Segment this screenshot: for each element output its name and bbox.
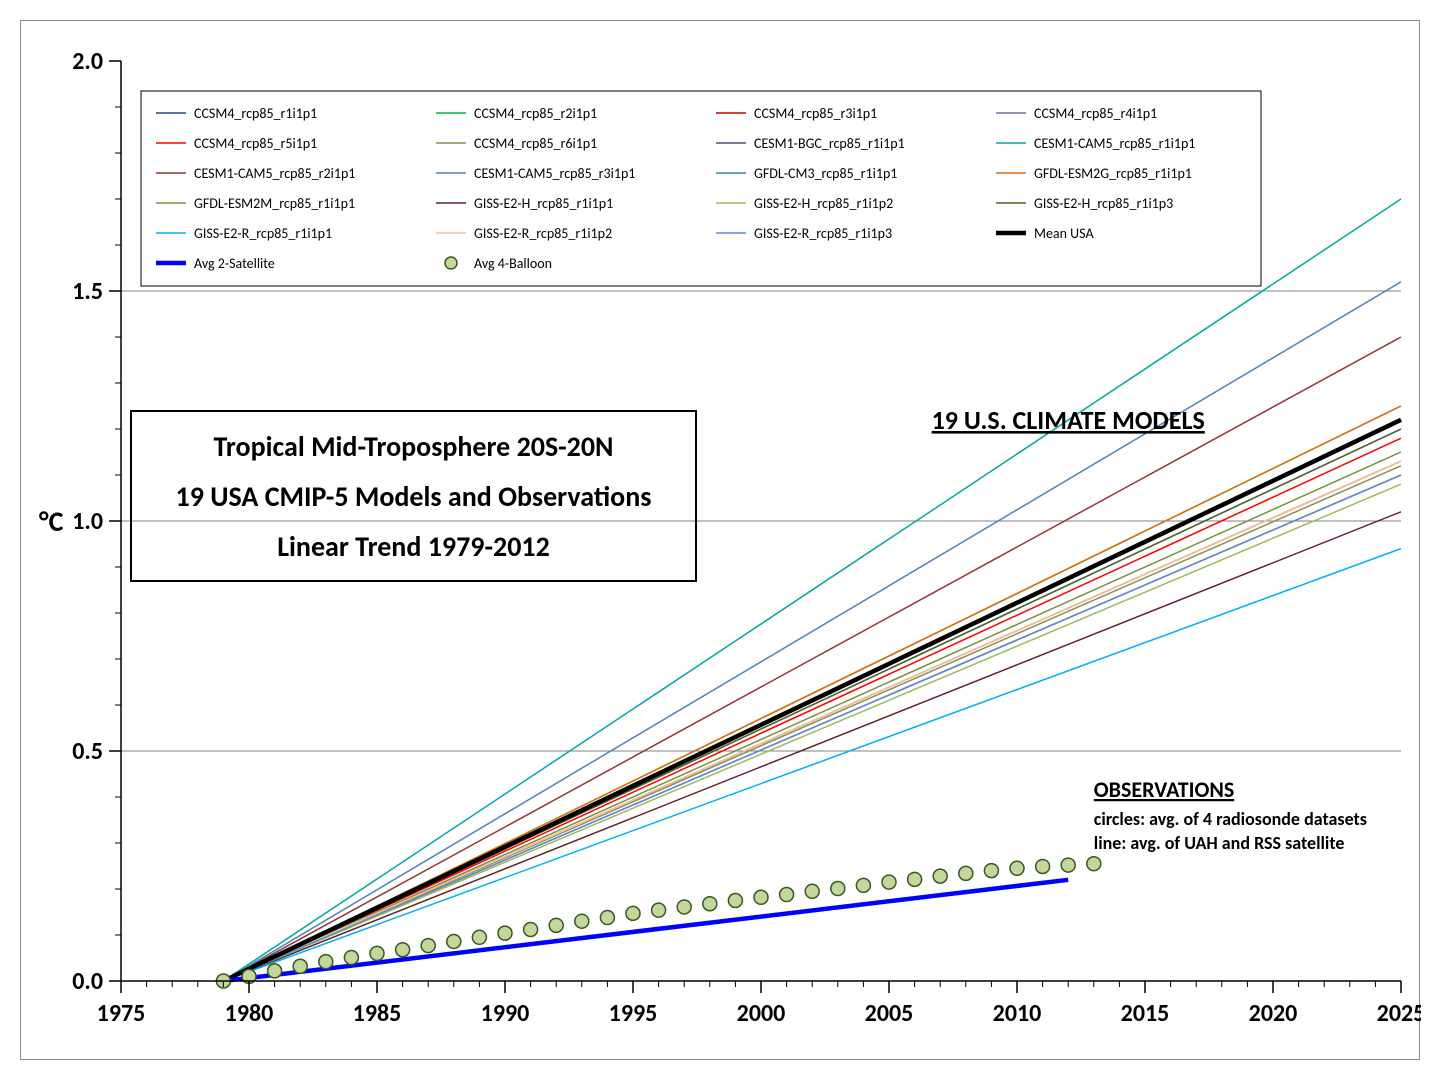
legend-label: GISS-E2-R_rcp85_r1i1p3: [754, 225, 892, 242]
models-annotation: 19 U.S. CLIMATE MODELS: [932, 404, 1205, 436]
legend-label: Avg 4-Balloon: [474, 255, 552, 272]
legend-label: CESM1-CAM5_rcp85_r2i1p1: [194, 165, 355, 182]
x-tick-label: 2000: [737, 999, 786, 1028]
balloon-marker: [344, 951, 358, 965]
x-tick-label: 2020: [1249, 999, 1298, 1028]
balloon-marker: [754, 890, 768, 904]
title-line: Tropical Mid-Troposphere 20S-20N: [214, 429, 614, 464]
model-line: [223, 199, 1401, 981]
legend-label: CESM1-CAM5_rcp85_r1i1p1: [1034, 135, 1195, 152]
balloon-marker: [1010, 861, 1024, 875]
x-tick-label: 2025: [1377, 999, 1421, 1028]
balloon-marker: [882, 875, 896, 889]
observations-line: circles: avg. of 4 radiosonde datasets: [1094, 808, 1367, 830]
balloon-marker: [575, 914, 589, 928]
title-line: 19 USA CMIP-5 Models and Observations: [176, 479, 652, 514]
balloon-marker: [1036, 859, 1050, 873]
x-tick-label: 1975: [97, 999, 146, 1028]
legend-label: Avg 2-Satellite: [194, 255, 275, 272]
legend-label: CCSM4_rcp85_r5i1p1: [194, 135, 317, 152]
legend-label: CCSM4_rcp85_r4i1p1: [1034, 105, 1157, 122]
balloon-marker: [396, 943, 410, 957]
balloon-marker: [319, 955, 333, 969]
legend-label: GISS-E2-R_rcp85_r1i1p1: [194, 225, 332, 242]
legend-label: GFDL-ESM2M_rcp85_r1i1p1: [194, 195, 355, 212]
balloon-marker: [600, 911, 614, 925]
legend-label: GISS-E2-R_rcp85_r1i1p2: [474, 225, 612, 242]
balloon-marker: [805, 884, 819, 898]
legend-label: Mean USA: [1034, 225, 1094, 242]
balloon-marker: [728, 894, 742, 908]
model-line: [223, 549, 1401, 981]
balloon-marker: [908, 872, 922, 886]
balloon-marker: [959, 866, 973, 880]
x-tick-label: 2010: [993, 999, 1042, 1028]
balloon-marker: [447, 934, 461, 948]
observations-title: OBSERVATIONS: [1094, 776, 1234, 803]
x-tick-label: 1985: [353, 999, 402, 1028]
legend-label: CCSM4_rcp85_r3i1p1: [754, 105, 877, 122]
balloon-marker: [831, 882, 845, 896]
balloon-marker: [780, 888, 794, 902]
legend-swatch-marker: [445, 257, 457, 269]
balloon-marker: [498, 926, 512, 940]
balloon-marker: [293, 959, 307, 973]
balloon-marker: [421, 939, 435, 953]
balloon-marker: [677, 900, 691, 914]
chart-container: 0.0 0.5 1.0 1.5 2.0 1975 1980 1985 1990 1995 2000 2…: [20, 20, 1420, 1060]
legend-label: GISS-E2-H_rcp85_r1i1p3: [1034, 195, 1173, 212]
x-tick-label: 2015: [1121, 999, 1170, 1028]
model-line: [223, 282, 1401, 981]
balloon-marker: [268, 964, 282, 978]
y-tick-label: 0.0: [72, 967, 103, 996]
legend-label: CESM1-BGC_rcp85_r1i1p1: [754, 135, 905, 152]
balloon-marker: [933, 869, 947, 883]
balloon-marker: [524, 922, 538, 936]
model-line: [223, 438, 1401, 981]
legend-label: GFDL-ESM2G_rcp85_r1i1p1: [1034, 165, 1192, 182]
y-tick-label: 0.5: [72, 737, 103, 766]
y-tick-label: 2.0: [72, 47, 103, 76]
balloon-marker: [652, 903, 666, 917]
chart-svg: 0.0 0.5 1.0 1.5 2.0 1975 1980 1985 1990 1995 2000 2…: [21, 21, 1421, 1061]
legend-label: GISS-E2-H_rcp85_r1i1p2: [754, 195, 893, 212]
balloon-marker: [472, 930, 486, 944]
legend-label: CCSM4_rcp85_r2i1p1: [474, 105, 597, 122]
observations-line: line: avg. of UAH and RSS satellite: [1094, 832, 1345, 854]
balloon-marker: [549, 918, 563, 932]
legend-label: CCSM4_rcp85_r1i1p1: [194, 105, 317, 122]
x-tick-label: 1980: [225, 999, 274, 1028]
y-axis-label: °C: [39, 504, 64, 539]
x-tick-label: 1995: [609, 999, 658, 1028]
legend-label: CCSM4_rcp85_r6i1p1: [474, 135, 597, 152]
x-tick-label: 1990: [481, 999, 530, 1028]
balloon-marker: [370, 946, 384, 960]
title-line: Linear Trend 1979-2012: [277, 529, 550, 564]
balloon-marker: [1087, 857, 1101, 871]
x-tick-label: 2005: [865, 999, 914, 1028]
y-tick-label: 1.5: [72, 277, 103, 306]
balloon-marker: [626, 906, 640, 920]
legend-label: CESM1-CAM5_rcp85_r3i1p1: [474, 165, 635, 182]
balloon-marker: [703, 897, 717, 911]
balloon-marker: [984, 864, 998, 878]
y-tick-label: 1.0: [72, 507, 103, 536]
legend-label: GFDL-CM3_rcp85_r1i1p1: [754, 165, 897, 182]
legend-label: GISS-E2-H_rcp85_r1i1p1: [474, 195, 613, 212]
balloon-marker: [856, 878, 870, 892]
balloon-marker: [1061, 858, 1075, 872]
